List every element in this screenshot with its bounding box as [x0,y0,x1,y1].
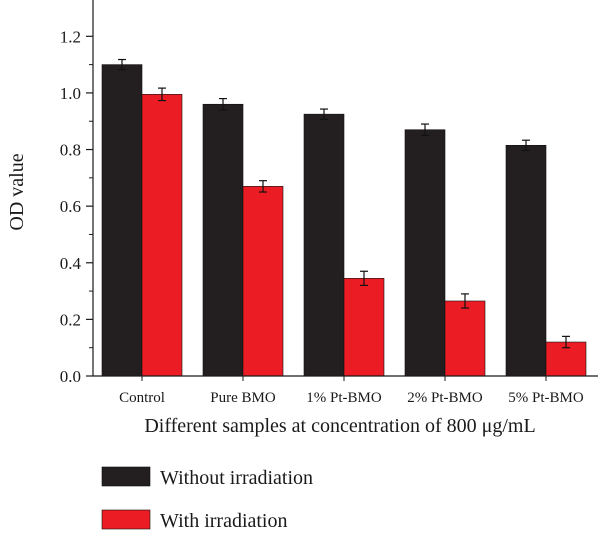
error-bar [158,87,166,102]
error-bars-group [118,58,570,349]
x-tick-label: 5% Pt-BMO [508,390,584,406]
error-bar [320,108,328,120]
y-tick-label: 0.2 [60,310,81,329]
legend-swatch-without-irradiation [101,466,151,487]
y-tick-label: 0.0 [60,367,81,386]
y-tick-label: 0.4 [60,254,82,273]
bar-5-pt-bmo-with-irradiation [545,341,587,377]
bar-2-pt-bmo-with-irradiation [444,300,486,377]
bar-2-pt-bmo-without-irradiation [404,129,446,377]
error-bar [360,270,368,287]
bar-control-with-irradiation [141,94,183,377]
bar-1-pt-bmo-without-irradiation [303,113,345,377]
bars-group [101,64,587,377]
bar-pure-bmo-with-irradiation [242,186,284,377]
legend-swatch-with-irradiation [101,509,151,530]
error-bar [461,293,469,309]
x-tick-label: Pure BMO [210,390,276,406]
x-tick-label: 2% Pt-BMO [407,390,483,406]
error-bar [522,139,530,151]
x-tick-label: 1% Pt-BMO [306,390,382,406]
legend-label-without-irradiation: Without irradiation [160,467,313,489]
error-bar [421,123,429,136]
error-bar [219,97,227,111]
x-axis-ticks: Control Pure BMO 1% Pt-BMO 2% Pt-BMO 5% Pt-B… [119,376,584,406]
bar-1-pt-bmo-with-irradiation [343,278,385,377]
x-axis-label: Different samples at concentration of 80… [144,415,535,437]
x-tick-label: Control [119,390,165,406]
y-axis-label: OD value [6,153,28,230]
y-tick-label: 1.0 [60,84,81,103]
y-axis-ticks: 0.0 0.2 0.4 0.6 0.8 1.0 1.2 [60,27,93,386]
error-bar [562,335,570,349]
bar-control-without-irradiation [101,64,143,377]
error-bar [259,180,267,193]
legend: Without irradiation With irradiation [101,466,313,532]
y-tick-label: 1.2 [60,27,81,46]
y-tick-label: 0.8 [60,141,81,160]
y-tick-label: 0.6 [60,197,81,216]
bar-5-pt-bmo-without-irradiation [505,144,547,377]
legend-label-with-irradiation: With irradiation [160,510,288,532]
bar-pure-bmo-without-irradiation [202,103,244,377]
error-bar [118,58,126,71]
